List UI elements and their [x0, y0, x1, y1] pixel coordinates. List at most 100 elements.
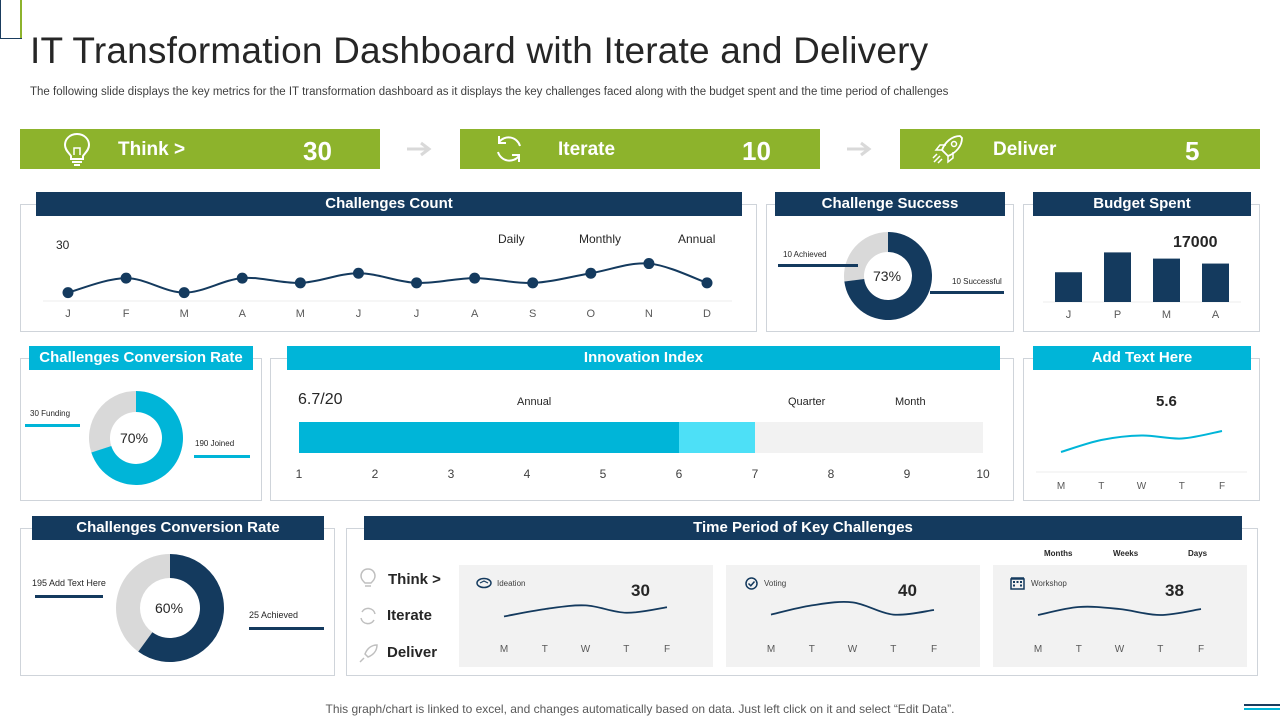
budget-spent-header: Budget Spent [1033, 192, 1251, 216]
x-tick-label: 1 [296, 467, 303, 481]
x-tick-label: N [645, 308, 653, 320]
x-tick-label: T [890, 644, 896, 655]
data-point [294, 277, 306, 289]
corner-accent-line [0, 38, 22, 39]
challenge-success-donut[interactable] [843, 231, 933, 321]
x-tick-label: A [239, 308, 247, 320]
donut-slice [138, 554, 224, 662]
conversion-rate-bottom-donut[interactable] [115, 553, 225, 663]
x-tick-label: J [1066, 309, 1072, 321]
leader-line [25, 424, 80, 427]
handshake-icon [476, 577, 492, 589]
annotation-monthly: Monthly [579, 232, 622, 246]
data-point [120, 272, 132, 284]
leader-line [778, 264, 858, 267]
challenges-count-header: Challenges Count [36, 192, 742, 216]
x-tick-label: 10 [976, 467, 990, 481]
innovation-index-chart[interactable]: 1 2 3 4 5 6 7 8 9 10 [280, 415, 1005, 490]
bar [1055, 272, 1082, 302]
lightbulb-icon [360, 568, 376, 587]
x-tick-label: T [542, 644, 548, 655]
refresh-icon [360, 607, 376, 625]
corner-accent-cyan [1244, 708, 1280, 710]
card-name: Voting [764, 579, 787, 588]
x-tick-label: 3 [448, 467, 455, 481]
bar [1104, 252, 1131, 302]
x-tick-label: M [1034, 644, 1042, 655]
building-icon [1010, 577, 1025, 590]
ideation-card[interactable]: Ideation 30 M T W T F [459, 565, 713, 667]
page-subtitle: The following slide displays the key met… [30, 86, 949, 98]
x-tick-label: F [123, 308, 130, 320]
rocket-icon [359, 644, 378, 663]
donut-slice [89, 391, 136, 453]
stage-iterate[interactable]: Iterate 10 [460, 129, 820, 169]
x-tick-label: A [1212, 309, 1220, 321]
row-label-deliver: Deliver [387, 644, 438, 661]
label-quarter: Quarter [788, 396, 826, 408]
data-point [527, 277, 539, 289]
donut-slice [844, 232, 888, 282]
row-label-think: Think > [388, 571, 441, 588]
data-point [585, 267, 597, 279]
x-tick-label: M [767, 644, 775, 655]
x-tick-label: W [581, 644, 591, 655]
donut-center-label: 60% [155, 600, 184, 616]
x-tick-label: S [529, 308, 536, 320]
add-text-panel [1023, 358, 1260, 501]
annotation-daily: Daily [498, 232, 525, 246]
leader-line [249, 627, 324, 630]
donut-slice [844, 232, 932, 320]
card-value: 30 [631, 581, 650, 600]
x-tick-label: W [1137, 481, 1147, 492]
label-month: Month [895, 396, 926, 408]
bar [1202, 263, 1229, 302]
refresh-icon [497, 136, 521, 162]
data-point [411, 277, 423, 289]
x-tick-label: J [65, 308, 71, 320]
joined-label: 190 Joined [195, 439, 235, 448]
x-tick-label: W [848, 644, 858, 655]
data-point [236, 272, 248, 284]
footer-note: This graph/chart is linked to excel, and… [325, 702, 955, 716]
voting-card[interactable]: Voting 40 M T W T F [726, 565, 980, 667]
conversion-rate-top-header: Challenges Conversion Rate [29, 346, 253, 370]
card-value: 40 [898, 581, 917, 600]
workshop-card[interactable]: Workshop 38 M T W T F [993, 565, 1247, 667]
x-tick-label: F [664, 644, 670, 655]
innovation-index-header: Innovation Index [287, 346, 1000, 370]
leader-line [35, 595, 103, 598]
stage-label: Deliver [993, 139, 1057, 160]
page-title: IT Transformation Dashboard with Iterate… [30, 30, 929, 71]
x-tick-label: O [587, 308, 596, 320]
stage-label: Think > [118, 139, 186, 160]
donut-slice [91, 391, 183, 485]
data-point [643, 258, 655, 270]
stage-deliver[interactable]: Deliver 5 [900, 129, 1260, 169]
data-point [701, 277, 713, 289]
x-tick-label: W [1115, 644, 1125, 655]
corner-accent-green [20, 0, 22, 38]
x-tick-label: 8 [828, 467, 835, 481]
x-tick-label: 5 [600, 467, 607, 481]
series-line [67, 262, 708, 294]
challenge-success-header: Challenge Success [775, 192, 1005, 216]
bar [1153, 258, 1180, 302]
col-label-months: Months [1044, 549, 1073, 558]
stage-value: 5 [1185, 136, 1200, 166]
stage-think[interactable]: Think > 30 [20, 129, 380, 169]
conversion-rate-top-donut[interactable] [88, 390, 184, 486]
stage-value: 30 [303, 136, 332, 166]
series-line [503, 604, 668, 618]
row-label-iterate: Iterate [387, 607, 433, 624]
x-tick-label: F [1198, 644, 1204, 655]
innovation-score: 6.7/20 [298, 391, 343, 408]
time-period-header: Time Period of Key Challenges [364, 516, 1242, 540]
successful-label: 10 Successful [952, 277, 1002, 286]
